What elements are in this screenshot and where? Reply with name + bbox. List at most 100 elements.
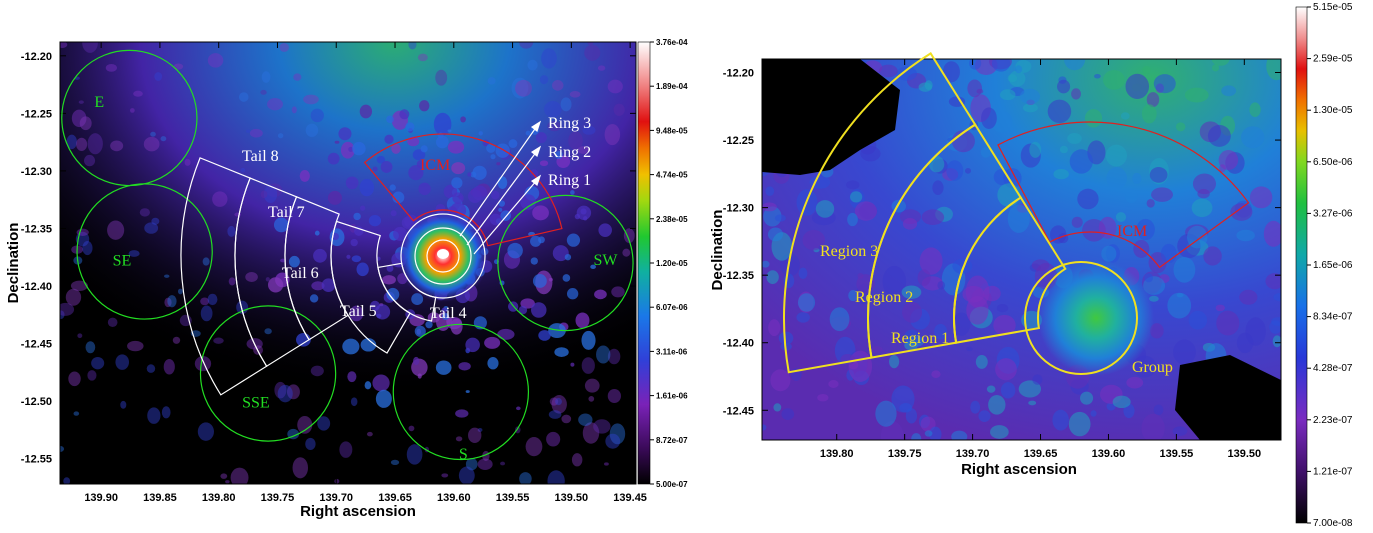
y-tick-label: -12.35	[21, 223, 52, 235]
x-tick-label: 139.55	[1160, 448, 1194, 460]
region-3-label: Region 3	[820, 243, 878, 260]
tail-4-label: Tail 4	[430, 305, 467, 322]
region-3-sector	[783, 52, 977, 374]
left-colorbar-ticks: 3.76e-04 1.89e-04 9.48e-05 4.74e-05 2.38e-05…	[650, 38, 688, 489]
y-tick-label: -12.40	[21, 281, 52, 293]
y-tick-label: -12.30	[21, 166, 52, 178]
left-axes: 139.90 139.85 139.80 139.75 139.70 139.65 139.…	[21, 42, 647, 504]
bg-region-sw	[497, 194, 634, 332]
ring-arrows	[459, 120, 542, 255]
colorbar-tick-label: 2.59e-05	[1313, 54, 1353, 65]
x-tick-label: 139.80	[202, 492, 236, 504]
colorbar-tick-label: 1.89e-04	[656, 82, 688, 91]
x-tick-label: 139.70	[319, 492, 353, 504]
colorbar-tick-label: 1.61e-06	[656, 392, 688, 401]
bg-region-label: E	[94, 94, 104, 111]
x-tick-label: 139.60	[437, 492, 471, 504]
right-image	[762, 59, 1281, 440]
colorbar-tick-label: 1.20e-05	[656, 259, 688, 268]
bg-region-s	[392, 323, 530, 461]
x-tick-label: 139.75	[888, 448, 922, 460]
left-y-axis-label: Declination	[5, 223, 22, 304]
ring-2	[414, 227, 472, 285]
y-tick-label: -12.25	[21, 108, 52, 120]
region-2-label: Region 2	[855, 289, 913, 306]
x-tick-label: 139.85	[143, 492, 177, 504]
right-x-axis-label: Right ascension	[961, 461, 1077, 478]
x-tick-label: 139.75	[261, 492, 295, 504]
x-tick-label: 139.70	[956, 448, 990, 460]
colorbar-tick-label: 6.07e-06	[656, 303, 688, 312]
tail-sectors	[180, 157, 437, 396]
x-tick-label: 139.65	[1024, 448, 1058, 460]
region-1-label: Region 1	[891, 330, 949, 347]
ring-3-label: Ring 3	[548, 115, 591, 132]
tail-8-sector	[180, 157, 268, 396]
dark-patch-nw	[762, 59, 900, 175]
bg-region-se	[76, 183, 213, 320]
y-tick-label: -12.50	[21, 396, 52, 408]
icm-sector-right	[997, 121, 1250, 269]
x-tick-label: 139.50	[555, 492, 589, 504]
x-tick-label: 139.90	[84, 492, 118, 504]
x-tick-label: 139.60	[1092, 448, 1126, 460]
ring-1-label: Ring 1	[548, 172, 591, 189]
tail-5-label: Tail 5	[340, 303, 377, 320]
y-tick-label: -12.25	[723, 135, 754, 147]
x-tick-label: 139.65	[378, 492, 412, 504]
colorbar-tick-label: 2.38e-05	[656, 215, 688, 224]
icm-sector	[363, 133, 563, 247]
left-colorbar	[637, 41, 651, 485]
dark-patch-se	[1175, 355, 1281, 440]
colorbar-tick-label: 8.72e-07	[656, 436, 688, 445]
colorbar-tick-label: 5.15e-05	[1313, 2, 1353, 13]
rings	[400, 213, 486, 299]
bg-region-label: SW	[593, 252, 618, 269]
y-tick-label: -12.45	[21, 339, 52, 351]
colorbar-tick-label: 9.48e-05	[656, 126, 688, 135]
right-colorbar	[1295, 6, 1308, 524]
colorbar-tick-label: 3.27e-06	[1313, 208, 1353, 219]
x-tick-label: 139.45	[613, 492, 647, 504]
y-tick-label: -12.45	[723, 405, 754, 417]
x-tick-label: 139.55	[496, 492, 530, 504]
background-regions: E SE SSE S SW	[61, 49, 634, 463]
colorbar-tick-label: 7.00e-08	[1313, 518, 1353, 529]
ring-1	[426, 239, 460, 273]
y-tick-label: -12.30	[723, 203, 754, 215]
colorbar-tick-label: 3.76e-04	[656, 38, 688, 47]
group-circle	[1024, 261, 1138, 375]
colorbar-tick-label: 2.23e-07	[1313, 415, 1353, 426]
colorbar-tick-label: 6.50e-06	[1313, 157, 1353, 168]
left-image	[60, 42, 636, 484]
colorbar-tick-label: 8.34e-07	[1313, 312, 1353, 323]
colorbar-tick-label: 4.28e-07	[1313, 363, 1353, 374]
y-tick-label: -12.40	[723, 338, 754, 350]
icm-label-right: ICM	[1117, 223, 1147, 240]
left-panel: 139.90 139.85 139.80 139.75 139.70 139.65 139.…	[5, 38, 688, 520]
colorbar-tick-label: 3.11e-06	[656, 347, 688, 356]
colorbar-tick-label: 1.21e-07	[1313, 466, 1353, 477]
bg-region-sse	[199, 305, 337, 442]
tail-6-label: Tail 6	[282, 265, 319, 282]
colorbar-tick-label: 1.30e-05	[1313, 105, 1353, 116]
x-tick-label: 139.80	[820, 448, 854, 460]
ring-2-label: Ring 2	[548, 144, 591, 161]
tail-8-label: Tail 8	[242, 148, 279, 165]
group-emission	[1038, 260, 1154, 376]
group-label: Group	[1132, 359, 1173, 376]
bg-region-label: SSE	[242, 395, 270, 412]
region-sectors	[783, 52, 1067, 374]
tail-7-label: Tail 7	[268, 204, 305, 221]
colorbar-tick-label: 1.65e-06	[1313, 260, 1353, 271]
right-panel: 139.80 139.75 139.70 139.65 139.60 139.55 139.…	[709, 2, 1353, 529]
y-tick-label: -12.35	[723, 270, 754, 282]
x-tick-label: 139.50	[1227, 448, 1261, 460]
right-y-axis-label: Declination	[709, 210, 726, 291]
colorbar-tick-label: 5.00e-07	[656, 480, 688, 489]
colorbar-tick-label: 4.74e-05	[656, 171, 688, 180]
icm-label-left: ICM	[420, 157, 450, 174]
bg-region-label: SE	[113, 252, 132, 269]
y-tick-label: -12.20	[723, 68, 754, 80]
